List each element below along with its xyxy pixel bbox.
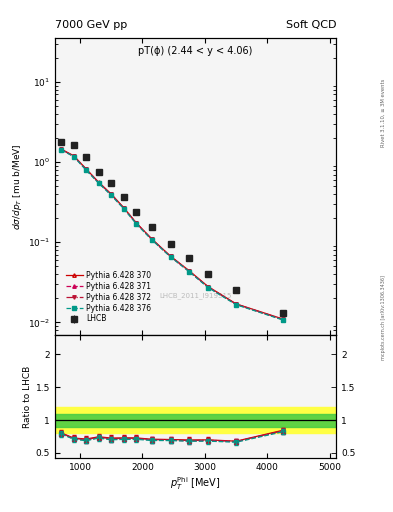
Bar <box>55 407 336 433</box>
Text: Rivet 3.1.10, ≥ 3M events: Rivet 3.1.10, ≥ 3M events <box>381 78 386 147</box>
Pythia 6.428 372 <box>121 205 126 211</box>
Pythia 6.428 370 <box>121 205 126 211</box>
Pythia 6.428 370 <box>206 284 210 290</box>
Pythia 6.428 370 <box>168 253 173 259</box>
Pythia 6.428 376 <box>168 254 173 260</box>
Pythia 6.428 371 <box>109 192 114 198</box>
Text: Soft QCD: Soft QCD <box>286 19 336 30</box>
Pythia 6.428 371 <box>134 220 139 226</box>
Pythia 6.428 372 <box>134 220 139 226</box>
Pythia 6.428 371 <box>84 167 88 173</box>
Pythia 6.428 371 <box>234 301 239 307</box>
Pythia 6.428 376 <box>96 180 101 186</box>
Pythia 6.428 372 <box>206 284 210 290</box>
Text: pT(ϕ) (2.44 < y < 4.06): pT(ϕ) (2.44 < y < 4.06) <box>138 46 253 56</box>
Pythia 6.428 370 <box>72 153 76 159</box>
Bar <box>55 414 336 426</box>
Pythia 6.428 371 <box>168 253 173 260</box>
Pythia 6.428 371 <box>206 284 210 290</box>
Pythia 6.428 370 <box>96 179 101 185</box>
Pythia 6.428 372 <box>109 191 114 198</box>
Pythia 6.428 371 <box>72 153 76 159</box>
Pythia 6.428 370 <box>187 268 192 274</box>
Pythia 6.428 372 <box>149 236 154 242</box>
Text: mcplots.cern.ch [arXiv:1306.3436]: mcplots.cern.ch [arXiv:1306.3436] <box>381 275 386 360</box>
Pythia 6.428 371 <box>281 316 285 323</box>
Pythia 6.428 376 <box>59 147 64 153</box>
Pythia 6.428 372 <box>84 166 88 173</box>
Line: Pythia 6.428 370: Pythia 6.428 370 <box>59 147 285 321</box>
Pythia 6.428 370 <box>134 220 139 226</box>
Line: Pythia 6.428 371: Pythia 6.428 371 <box>59 148 285 322</box>
Pythia 6.428 370 <box>149 236 154 242</box>
Pythia 6.428 376 <box>206 285 210 291</box>
X-axis label: $p_T^{\rm Phi}$ [MeV]: $p_T^{\rm Phi}$ [MeV] <box>170 475 221 492</box>
Pythia 6.428 376 <box>187 269 192 275</box>
Pythia 6.428 370 <box>234 301 239 307</box>
Pythia 6.428 376 <box>72 154 76 160</box>
Pythia 6.428 372 <box>234 301 239 307</box>
Line: Pythia 6.428 376: Pythia 6.428 376 <box>59 148 285 322</box>
Pythia 6.428 376 <box>134 221 139 227</box>
Legend: Pythia 6.428 370, Pythia 6.428 371, Pythia 6.428 372, Pythia 6.428 376, LHCB: Pythia 6.428 370, Pythia 6.428 371, Pyth… <box>64 269 152 325</box>
Pythia 6.428 370 <box>109 191 114 197</box>
Pythia 6.428 370 <box>59 146 64 152</box>
Text: 7000 GeV pp: 7000 GeV pp <box>55 19 127 30</box>
Pythia 6.428 376 <box>121 206 126 212</box>
Pythia 6.428 372 <box>187 268 192 274</box>
Pythia 6.428 376 <box>149 237 154 243</box>
Pythia 6.428 370 <box>84 166 88 172</box>
Pythia 6.428 371 <box>149 237 154 243</box>
Pythia 6.428 372 <box>59 146 64 153</box>
Pythia 6.428 371 <box>59 146 64 153</box>
Pythia 6.428 372 <box>281 316 285 323</box>
Pythia 6.428 372 <box>168 253 173 260</box>
Pythia 6.428 371 <box>187 268 192 274</box>
Pythia 6.428 370 <box>281 316 285 322</box>
Line: Pythia 6.428 372: Pythia 6.428 372 <box>59 147 285 321</box>
Pythia 6.428 376 <box>234 302 239 308</box>
Text: LHCB_2011_I919315: LHCB_2011_I919315 <box>159 292 232 299</box>
Pythia 6.428 376 <box>84 167 88 174</box>
Y-axis label: Ratio to LHCB: Ratio to LHCB <box>23 366 31 428</box>
Pythia 6.428 371 <box>96 180 101 186</box>
Y-axis label: $d\sigma/dp_T$ [mu b/MeV]: $d\sigma/dp_T$ [mu b/MeV] <box>11 143 24 230</box>
Pythia 6.428 376 <box>109 192 114 198</box>
Pythia 6.428 371 <box>121 205 126 211</box>
Pythia 6.428 372 <box>96 180 101 186</box>
Pythia 6.428 372 <box>72 153 76 159</box>
Pythia 6.428 376 <box>281 317 285 323</box>
